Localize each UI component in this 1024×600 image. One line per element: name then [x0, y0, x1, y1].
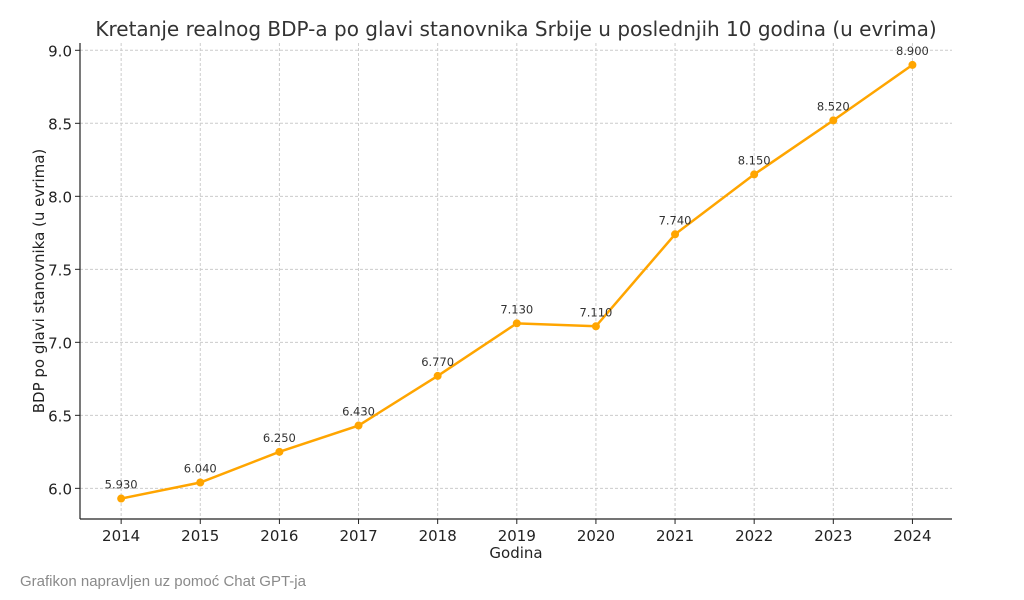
x-tick-label: 2018 — [419, 527, 457, 545]
chart-title: Kretanje realnog BDP-a po glavi stanovni… — [95, 17, 936, 41]
data-label: 6.430 — [342, 405, 375, 419]
data-label: 6.250 — [263, 431, 296, 445]
data-label: 8.900 — [896, 44, 929, 58]
y-tick-label: 6.5 — [48, 407, 72, 425]
y-tick-label: 8.0 — [48, 188, 72, 206]
chart-caption: Grafikon napravljen uz pomoć Chat GPT-ja — [20, 573, 306, 590]
x-axis-label: Godina — [489, 544, 542, 562]
data-point — [671, 230, 680, 239]
x-tick-label: 2023 — [814, 527, 852, 545]
data-point — [512, 319, 521, 328]
data-label: 6.040 — [184, 461, 217, 475]
data-label: 8.520 — [817, 99, 850, 113]
data-point — [433, 371, 442, 380]
data-label: 7.130 — [500, 302, 533, 316]
data-label: 7.740 — [659, 213, 692, 227]
data-point — [750, 170, 759, 179]
y-tick-label: 6.0 — [48, 480, 72, 498]
data-point — [908, 60, 917, 69]
data-label: 7.110 — [579, 305, 612, 319]
data-point — [117, 494, 126, 503]
y-axis-label: BDP po glavi stanovnika (u evrima) — [30, 149, 48, 414]
data-label: 5.930 — [105, 478, 138, 492]
x-tick-label: 2016 — [260, 527, 298, 545]
x-tick-label: 2021 — [656, 527, 694, 545]
x-tick-label: 2017 — [339, 527, 377, 545]
x-tick-label: 2015 — [181, 527, 219, 545]
data-point — [275, 447, 284, 456]
y-tick-label: 8.5 — [48, 115, 72, 133]
data-point — [196, 478, 205, 487]
x-tick-label: 2020 — [577, 527, 615, 545]
x-tick-label: 2024 — [893, 527, 931, 545]
y-tick-label: 9.0 — [48, 42, 72, 60]
data-point — [591, 322, 600, 331]
y-tick-label: 7.0 — [48, 334, 72, 352]
x-tick-label: 2019 — [498, 527, 536, 545]
y-tick-label: 7.5 — [48, 261, 72, 279]
data-label: 8.150 — [738, 153, 771, 167]
data-label: 6.770 — [421, 355, 454, 369]
x-tick-label: 2022 — [735, 527, 773, 545]
data-point — [354, 421, 363, 430]
x-tick-label: 2014 — [102, 527, 140, 545]
data-point — [829, 116, 838, 125]
